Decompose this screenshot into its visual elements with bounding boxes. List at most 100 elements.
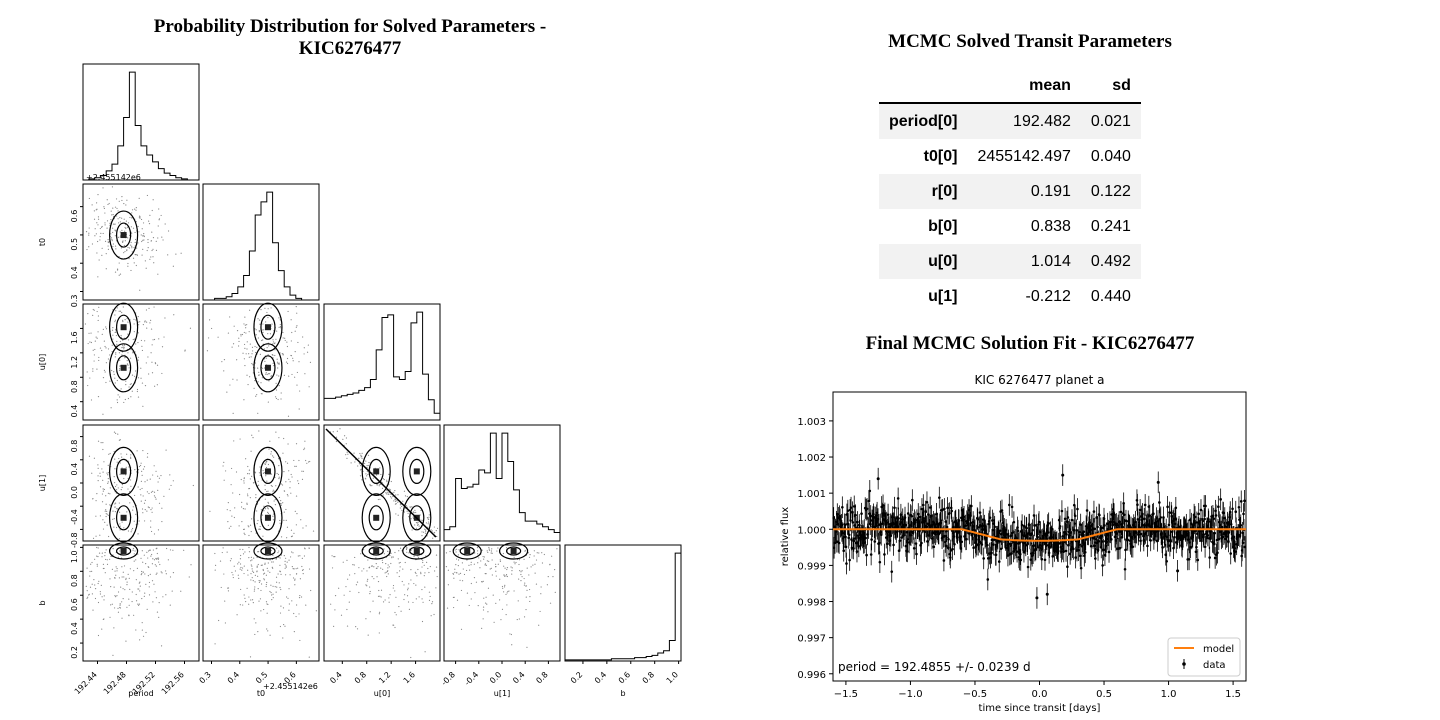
data-point [1135,531,1138,534]
data-point [858,529,862,532]
sample-point [229,560,232,562]
data-point [920,507,924,511]
data-point [1019,558,1023,562]
sample-point [157,237,159,239]
data-point [1224,537,1227,541]
sample-point [122,339,124,341]
histogram-u[1] [443,432,561,541]
sample-point [423,531,425,533]
sample-point [116,207,118,210]
sample-point [284,339,286,342]
sample-point [294,578,296,580]
sample-point [286,357,289,360]
data-point [893,526,897,529]
data-point [1239,523,1243,527]
sample-point [126,199,128,201]
sample-point [482,580,484,582]
data-point [1212,517,1216,521]
data-point [1158,517,1162,521]
sample-point [289,556,292,558]
data-point [914,542,918,545]
data-point [941,508,944,512]
sample-point [462,568,464,570]
data-point [1232,535,1236,539]
sample-point [264,508,267,510]
sample-point [272,561,274,563]
sample-point [449,550,451,553]
sample-point [534,563,536,565]
sample-point [149,322,151,324]
sample-point [114,271,117,273]
sample-point [411,529,413,531]
sample-point [117,556,120,558]
sample-point [114,314,116,316]
sample-point [406,595,409,597]
table-row: b[0] 0.838 0.241 [879,209,1141,244]
sample-point [419,514,421,516]
sample-point [224,600,226,602]
sample-point [92,497,94,500]
sample-point [490,550,493,552]
contour-outer [361,493,391,543]
data-point [1146,544,1149,548]
sample-point [295,326,297,328]
sample-point [146,510,148,512]
data-point [1156,539,1159,543]
sample-point [484,564,486,566]
sample-point [425,529,427,531]
sample-point [503,591,505,593]
sample-point [395,614,397,616]
data-point [1233,550,1237,553]
sample-point [251,570,254,572]
data-point [1100,534,1104,538]
sample-point [137,396,140,398]
data-point [972,546,975,549]
sample-point [142,323,144,326]
sample-point [475,581,478,583]
sample-point [399,504,401,506]
data-point [837,516,840,520]
data-point [1153,527,1157,531]
sample-point [120,453,122,455]
sample-point [410,569,412,571]
sample-point [257,480,259,482]
sample-point [93,360,95,362]
data-point [1006,544,1009,547]
data-point [993,525,996,529]
sample-point [142,235,144,237]
data-point [1221,511,1225,514]
sample-point [94,584,96,586]
sample-point [164,570,167,572]
data-point [1193,515,1197,519]
sample-point [518,618,520,620]
sample-point [253,387,255,389]
contour-inner [368,546,384,556]
data-point [997,560,1001,563]
data-point [1011,531,1014,535]
data-point [1174,506,1178,510]
data-point [1011,539,1015,543]
sample-point [272,519,275,521]
x-tick-label: 0.4 [593,670,608,685]
sample-point [476,546,479,549]
data-point [944,544,948,548]
sample-point [117,210,119,212]
data-point [1058,525,1062,528]
data-point [938,523,942,526]
sample-point [226,509,228,511]
sample-point [245,458,247,460]
sample-point [136,390,138,393]
contour-inner [115,458,132,484]
table-row: period[0] 192.482 0.021 [879,103,1141,139]
sample-point [280,502,282,505]
sample-point [107,348,110,350]
data-point [923,519,927,522]
sample-point [470,598,472,600]
sample-point [153,583,155,585]
sample-point [387,573,389,575]
sample-point [262,469,264,472]
sample-point [252,437,254,439]
data-point [1154,530,1158,533]
sample-point [132,352,134,354]
sample-point [287,495,289,497]
